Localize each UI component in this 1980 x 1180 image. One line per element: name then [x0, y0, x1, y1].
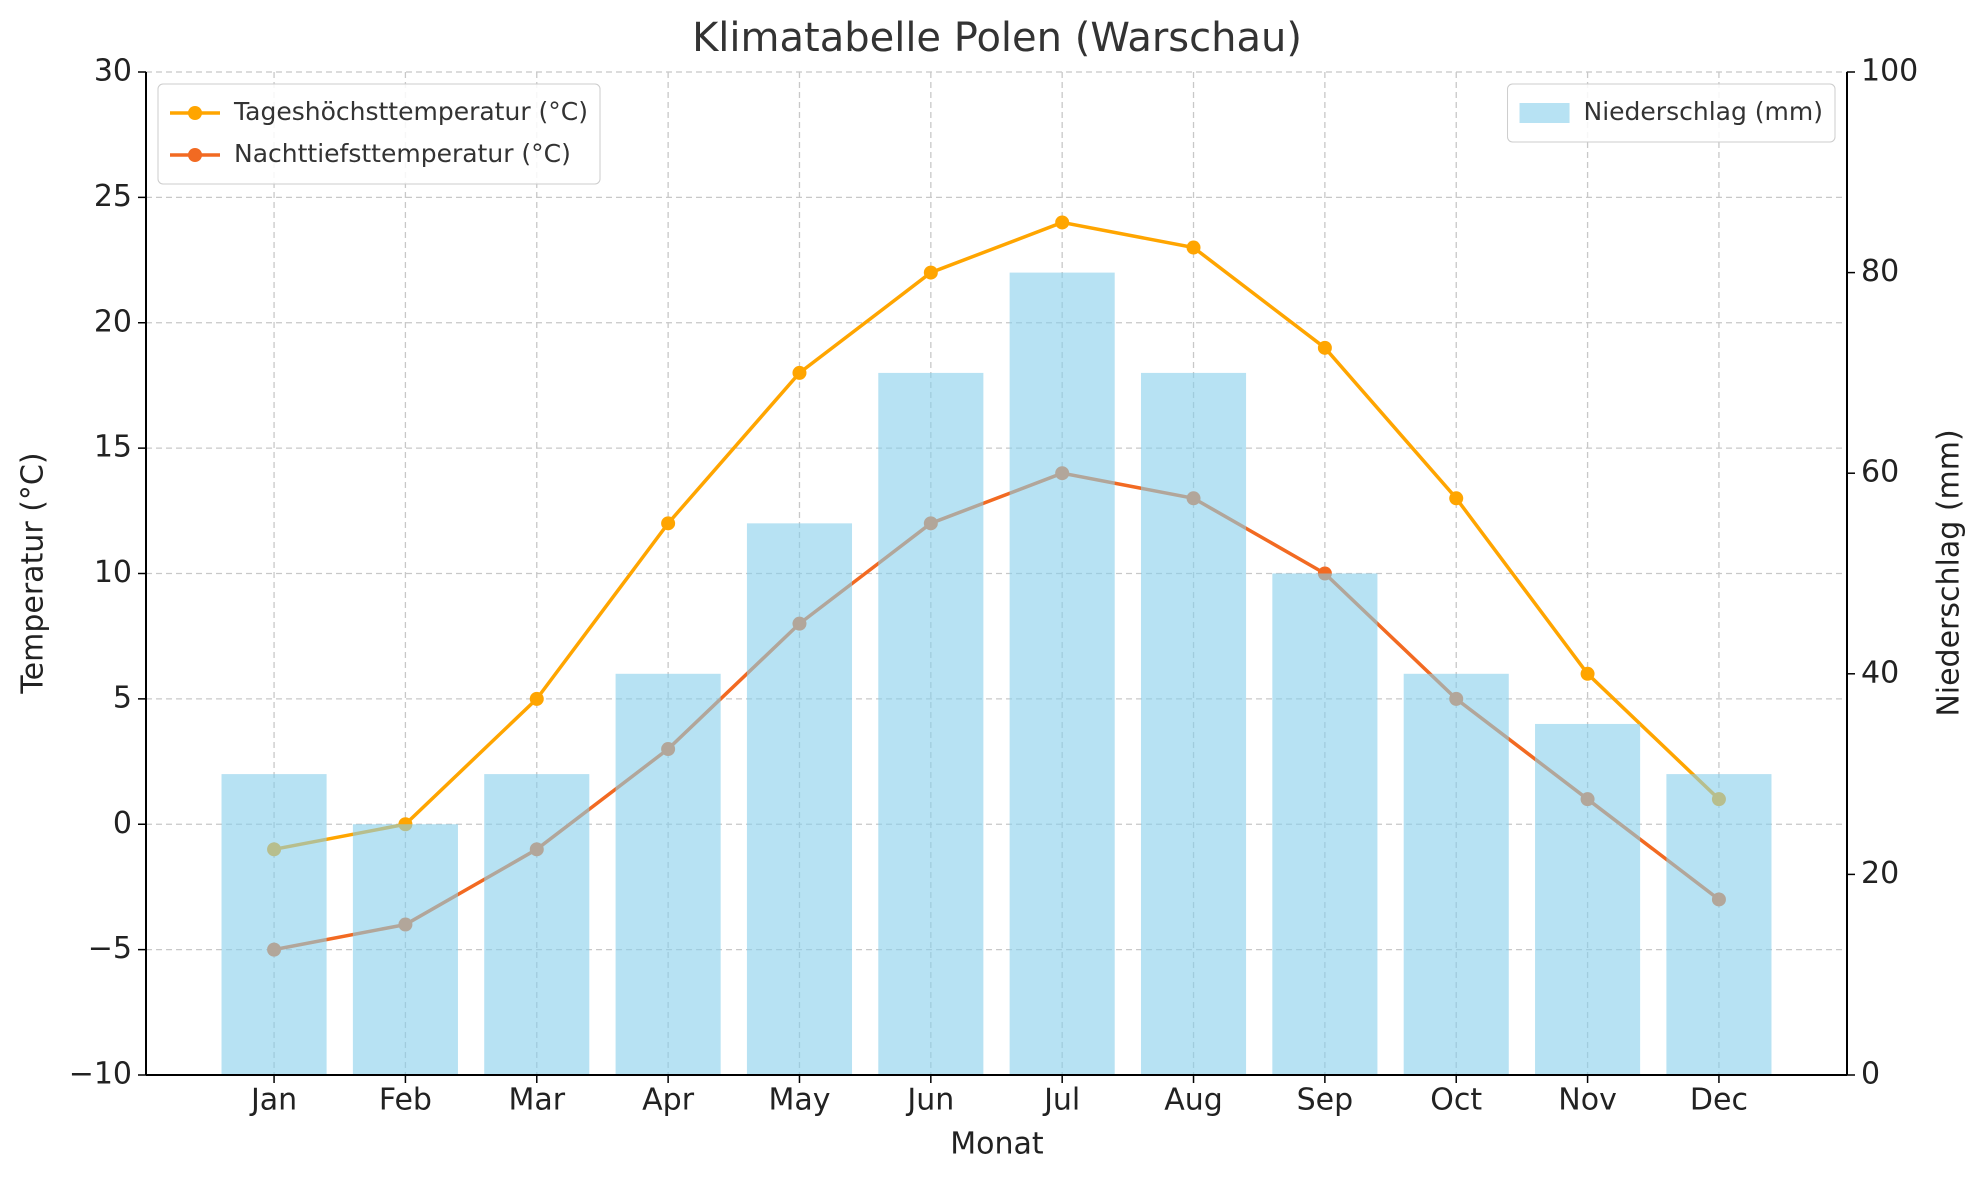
y-axis-label: Temperatur (°C): [16, 452, 51, 694]
x-axis-label: Monat: [950, 1127, 1044, 1162]
point: [661, 516, 676, 531]
y-tick-label: 0: [113, 806, 132, 841]
point: [1186, 240, 1201, 255]
y2-tick-label: 20: [1861, 856, 1899, 891]
legend-label: Nachttiefsttemperatur (°C): [234, 139, 571, 168]
y2-tick-label: 60: [1861, 455, 1899, 490]
y-tick-label: 20: [94, 304, 132, 339]
x-tick-label: May: [768, 1083, 830, 1118]
point: [1055, 215, 1070, 230]
x-tick-label: Apr: [642, 1083, 695, 1118]
y2-tick-label: 100: [1861, 54, 1918, 89]
y2-tick-label: 80: [1861, 254, 1899, 289]
y-tick-label: −10: [69, 1057, 132, 1092]
x-tick-label: Jul: [1042, 1083, 1080, 1118]
x-tick-label: Jan: [249, 1083, 297, 1118]
legend-swatch: [188, 148, 202, 162]
y-tick-label: 10: [94, 555, 132, 590]
line: [273, 220, 1721, 852]
bar: [746, 523, 853, 1075]
legend-label: Niederschlag (mm): [1584, 97, 1823, 126]
x-tick-label: Feb: [379, 1083, 432, 1118]
bar: [615, 673, 721, 1075]
point: [529, 691, 544, 706]
legend-box: [157, 83, 601, 185]
y2-tick-label: 40: [1861, 655, 1899, 690]
x-tick-label: Aug: [1164, 1083, 1223, 1118]
legend-swatch: [1519, 103, 1570, 123]
y2-tick-label: 0: [1861, 1057, 1880, 1092]
legend: Niederschlag (mm): [1507, 83, 1836, 143]
point: [1449, 491, 1464, 506]
bar: [484, 774, 590, 1075]
y-tick-label: −5: [88, 931, 132, 966]
x-tick-label: Sep: [1297, 1083, 1354, 1118]
legend-box: [1507, 83, 1836, 143]
point: [792, 365, 807, 380]
legend: Tageshöchsttemperatur (°C) Nachttiefsttem…: [157, 83, 601, 185]
y-tick-label: 25: [94, 179, 132, 214]
bar: [878, 372, 984, 1075]
bar: [1666, 774, 1772, 1075]
point: [1317, 340, 1332, 355]
bar: [1140, 372, 1247, 1075]
bar: [1403, 673, 1509, 1075]
x-tick-label: Dec: [1690, 1083, 1748, 1118]
x-tick-label: Jun: [905, 1083, 954, 1118]
bar: [1009, 272, 1115, 1076]
bar: [1535, 723, 1641, 1075]
y2-axis-label: Niederschlag (mm): [1932, 429, 1967, 716]
point: [1580, 666, 1595, 681]
bar: [221, 774, 327, 1075]
bar: [352, 824, 458, 1075]
x-tick-label: Mar: [508, 1083, 565, 1118]
bar: [1272, 573, 1378, 1075]
legend-label: Tageshöchsttemperatur (°C): [233, 97, 588, 126]
y-tick-label: 5: [113, 680, 132, 715]
point: [923, 265, 938, 280]
legend-swatch: [188, 106, 202, 120]
x-tick-label: Nov: [1558, 1083, 1617, 1118]
x-tick-label: Oct: [1430, 1083, 1482, 1118]
y-tick-label: 15: [94, 430, 132, 465]
chart-title: Klimatabelle Polen (Warschau): [692, 15, 1302, 61]
y-tick-label: 30: [94, 54, 132, 89]
